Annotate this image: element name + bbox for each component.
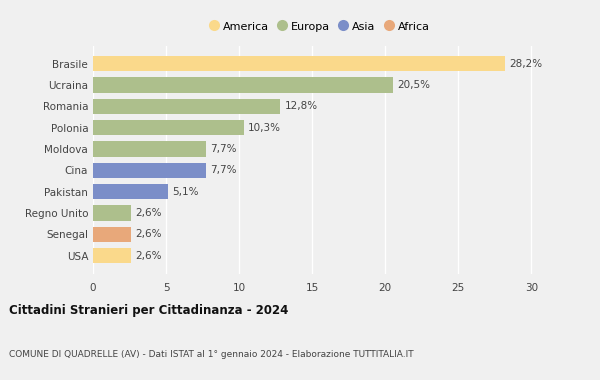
Bar [93, 99, 280, 114]
Bar [93, 120, 244, 135]
Bar [93, 141, 206, 157]
Text: 7,7%: 7,7% [210, 144, 236, 154]
Text: 2,6%: 2,6% [136, 229, 162, 239]
Bar [93, 226, 131, 242]
Text: 2,6%: 2,6% [136, 208, 162, 218]
Text: 10,3%: 10,3% [248, 123, 281, 133]
Text: 12,8%: 12,8% [284, 101, 317, 111]
Text: 20,5%: 20,5% [397, 80, 430, 90]
Bar [93, 77, 392, 93]
Bar [93, 163, 206, 178]
Text: 7,7%: 7,7% [210, 165, 236, 175]
Text: 5,1%: 5,1% [172, 187, 199, 196]
Text: 28,2%: 28,2% [509, 59, 542, 69]
Bar [93, 56, 505, 71]
Bar [93, 184, 167, 199]
Text: Cittadini Stranieri per Cittadinanza - 2024: Cittadini Stranieri per Cittadinanza - 2… [9, 304, 289, 317]
Bar [93, 248, 131, 263]
Text: COMUNE DI QUADRELLE (AV) - Dati ISTAT al 1° gennaio 2024 - Elaborazione TUTTITAL: COMUNE DI QUADRELLE (AV) - Dati ISTAT al… [9, 350, 413, 359]
Bar [93, 205, 131, 220]
Legend: America, Europa, Asia, Africa: America, Europa, Asia, Africa [205, 17, 434, 36]
Text: 2,6%: 2,6% [136, 250, 162, 261]
